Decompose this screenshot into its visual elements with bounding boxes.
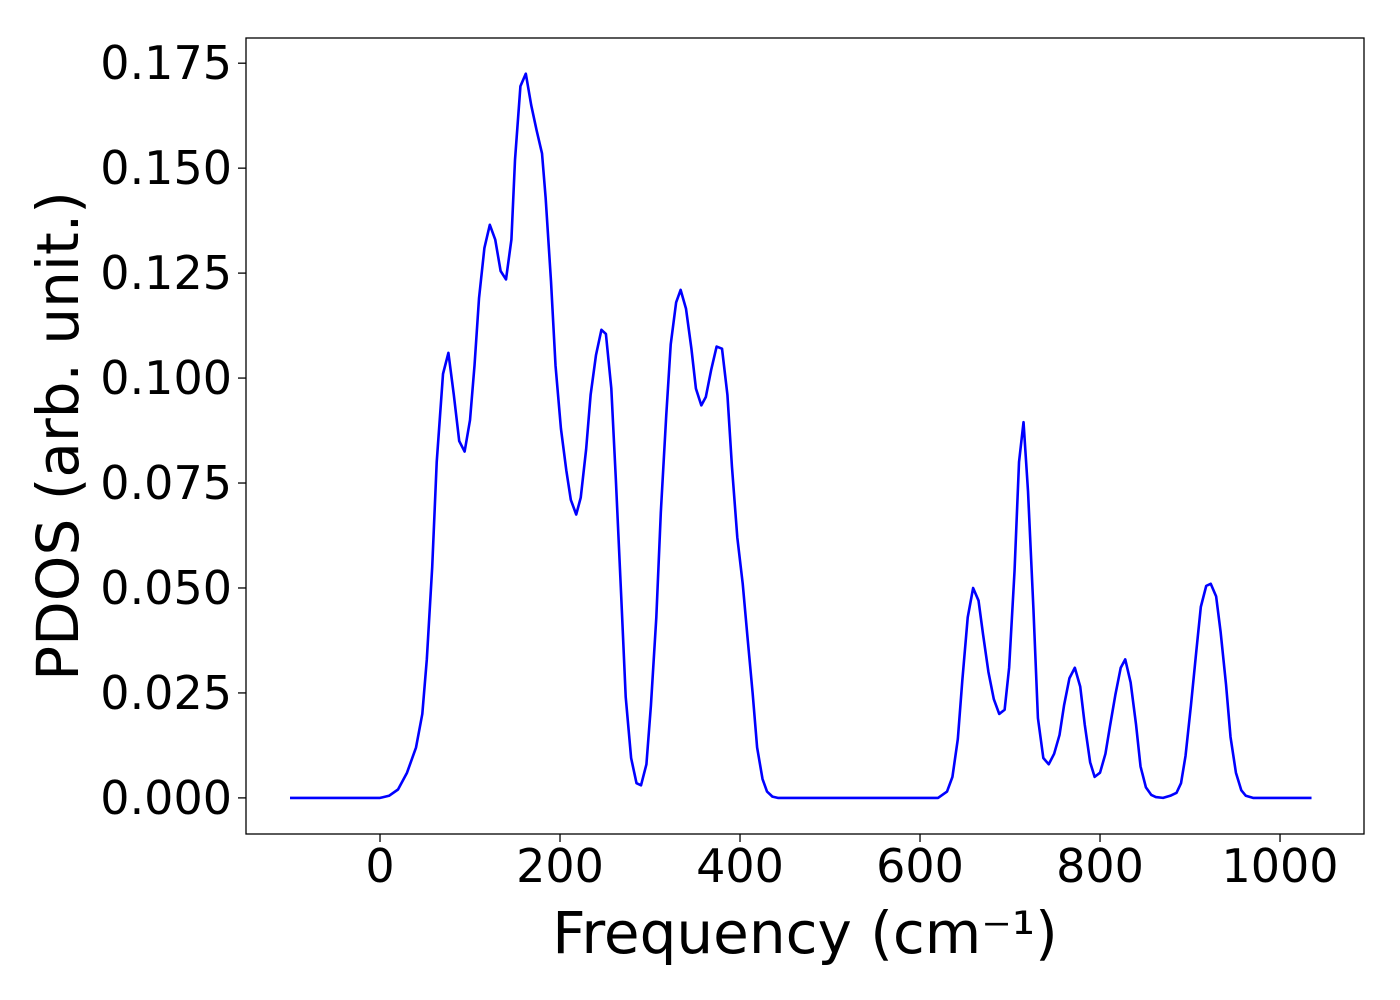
y-axis-label: PDOS (arb. unit.) — [24, 191, 92, 681]
x-tick-label: 800 — [1056, 839, 1144, 893]
y-tick-label: 0.000 — [100, 771, 232, 825]
x-axis-label: Frequency (cm⁻¹) — [552, 899, 1058, 967]
y-tick-label: 0.150 — [100, 141, 232, 195]
y-tick-label: 0.100 — [100, 351, 232, 405]
y-tick-label: 0.175 — [100, 36, 232, 90]
y-tick-label: 0.075 — [100, 456, 232, 510]
x-tick-label: 200 — [516, 839, 604, 893]
x-tick-label: 1000 — [1221, 839, 1338, 893]
y-tick-label: 0.050 — [100, 561, 232, 615]
plot-frame — [245, 37, 1365, 835]
line — [290, 72, 1312, 800]
y-tick-label: 0.025 — [100, 666, 232, 720]
x-tick-label: 0 — [365, 839, 394, 893]
x-tick-label: 400 — [696, 839, 784, 893]
y-tick-label: 0.125 — [100, 246, 232, 300]
x-tick-label: 600 — [876, 839, 964, 893]
